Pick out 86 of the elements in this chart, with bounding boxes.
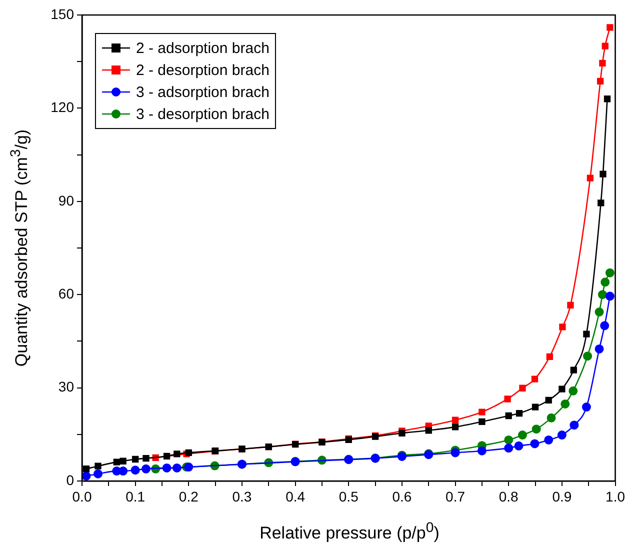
point: [602, 42, 608, 50]
point: [605, 292, 614, 301]
point: [570, 420, 579, 430]
point: [516, 410, 523, 417]
point: [425, 427, 432, 434]
x-tick-label: 0.4: [286, 488, 306, 504]
point: [478, 418, 486, 425]
x-tick-label: 0.6: [392, 488, 412, 504]
point: [532, 404, 539, 410]
point: [586, 174, 594, 182]
legend-label: 2 - desorption brach: [136, 62, 270, 78]
point: [604, 96, 611, 102]
point: [558, 386, 566, 392]
point: [583, 330, 590, 338]
point: [600, 321, 610, 330]
x-tick-label: 0.1: [126, 488, 146, 504]
point: [452, 424, 459, 430]
y-tick-label: 120: [50, 99, 74, 116]
legend-label: 2 - adsorption brach: [136, 40, 270, 56]
point: [113, 458, 120, 466]
point: [163, 452, 170, 460]
x-tick-label: 0.8: [498, 488, 519, 504]
x-tick-label: 1.0: [606, 488, 626, 504]
point: [546, 353, 554, 360]
point: [141, 464, 150, 474]
y-tick-label: 0: [66, 472, 74, 488]
legend-label: 3 - adsorption brach: [136, 84, 270, 100]
point: [120, 458, 126, 464]
point: [519, 384, 526, 392]
point: [452, 416, 459, 424]
x-tick-label: 0.7: [446, 488, 466, 504]
point: [504, 444, 514, 453]
point: [118, 466, 128, 476]
x-tick-label: 0.0: [72, 488, 92, 504]
point: [583, 352, 592, 361]
point: [594, 344, 604, 354]
point: [567, 302, 574, 308]
y-tick-label: 150: [50, 6, 74, 22]
point: [450, 448, 460, 458]
y-tick-label: 90: [58, 192, 74, 208]
point: [597, 78, 604, 84]
point: [162, 463, 172, 472]
point: [531, 376, 538, 382]
point: [605, 268, 614, 278]
x-tick-label: 0.2: [178, 488, 199, 504]
point: [606, 24, 614, 31]
point: [518, 430, 527, 440]
point: [560, 399, 570, 408]
x-tick-label: 0.3: [232, 488, 252, 504]
x-axis-title: Relative pressure (p/p$^{0}$): [258, 520, 440, 544]
point: [132, 456, 139, 463]
point: [600, 278, 610, 287]
x-tick-label: 0.5: [338, 488, 359, 504]
point: [545, 396, 552, 404]
y-tick-label: 30: [58, 378, 74, 395]
point: [82, 472, 91, 481]
point: [544, 435, 554, 444]
point: [504, 435, 514, 444]
point: [94, 469, 102, 478]
point: [594, 308, 604, 316]
point: [568, 386, 578, 396]
point: [174, 450, 180, 458]
point: [598, 200, 604, 206]
point: [514, 441, 524, 450]
point: [504, 396, 511, 402]
point: [82, 466, 90, 472]
point: [546, 413, 556, 422]
point: [530, 439, 540, 448]
legend-label: 3 - desorption brach: [136, 106, 270, 122]
point: [557, 430, 566, 440]
point: [559, 324, 566, 330]
point: [130, 466, 140, 475]
point: [505, 412, 512, 420]
point: [477, 446, 486, 456]
point: [142, 454, 150, 462]
point: [478, 408, 486, 416]
point: [94, 462, 102, 470]
point: [570, 366, 578, 374]
point: [172, 463, 182, 472]
x-tick-label: 0.9: [552, 488, 572, 504]
point: [598, 290, 607, 300]
point: [532, 424, 541, 434]
point: [599, 60, 606, 66]
point: [600, 170, 606, 178]
point: [582, 402, 591, 412]
y-tick-label: 60: [58, 285, 74, 302]
